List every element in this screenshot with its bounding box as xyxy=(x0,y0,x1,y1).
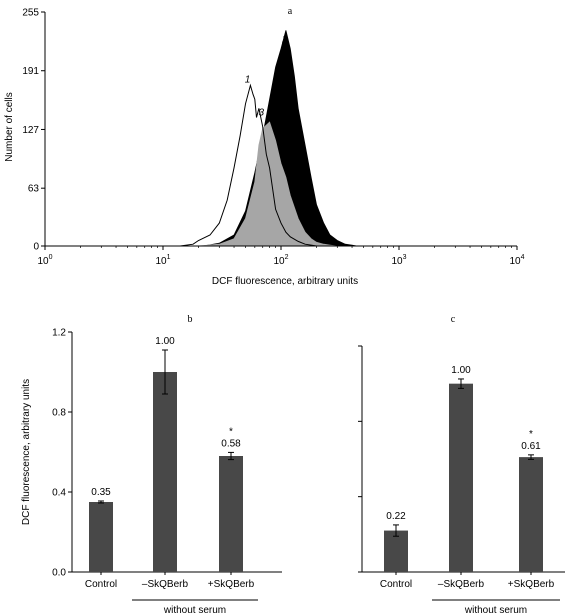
panel-b-ytick-label: 0.8 xyxy=(52,408,66,419)
panel-a-ytick-label: 191 xyxy=(22,66,39,77)
panel-a-ytick-label: 63 xyxy=(28,184,40,195)
xtick-base: 10 xyxy=(273,256,285,267)
category-label-c-1: –SkQBerb xyxy=(438,579,485,590)
xtick-exponent: 1 xyxy=(167,254,171,261)
panel-a-title: a xyxy=(288,6,293,17)
category-label-b-2: +SkQBerb xyxy=(208,579,255,590)
significance-marker-b-2: * xyxy=(229,426,233,437)
panel-b-title: b xyxy=(188,314,193,325)
xtick-exponent: 4 xyxy=(521,254,525,261)
xtick-base: 10 xyxy=(391,256,403,267)
panel-a-xtick-label: 103 xyxy=(391,254,406,267)
panel-a-xtick-label: 101 xyxy=(155,254,170,267)
data-label-b-0: 0.35 xyxy=(91,487,111,498)
category-label-b-0: Control xyxy=(85,579,117,590)
histogram-series-1 xyxy=(180,83,317,247)
panel-a-xtick-label: 100 xyxy=(37,254,52,267)
data-label-c-0: 0.22 xyxy=(386,511,406,522)
bar-b-0 xyxy=(89,502,113,572)
panel-b-ytick-label: 0.4 xyxy=(52,488,66,499)
xtick-exponent: 3 xyxy=(403,254,407,261)
category-label-b-1: –SkQBerb xyxy=(142,579,189,590)
curve-label-1: 1 xyxy=(245,75,251,86)
curve-label-3: 3 xyxy=(258,108,264,119)
data-label-b-1: 1.00 xyxy=(155,336,175,347)
panel-c-title: c xyxy=(451,314,456,325)
bar-panel-b: b DCF fluorescence, arbitrary units 0.0 0… xyxy=(21,314,282,616)
bar-c-1 xyxy=(449,383,473,572)
panel-a-ytick-label: 0 xyxy=(33,242,39,253)
bar-c-0 xyxy=(384,530,408,572)
panel-b-ytick-label: 1.2 xyxy=(52,328,66,339)
panel-a-ylabel: Number of cells xyxy=(4,92,15,161)
xtick-base: 10 xyxy=(155,256,167,267)
category-label-c-0: Control xyxy=(380,579,412,590)
data-label-c-1: 1.00 xyxy=(451,365,471,376)
bar-b-1 xyxy=(153,372,177,572)
bar-c-2 xyxy=(519,457,543,572)
panel-a-ytick-label: 255 xyxy=(22,8,39,19)
data-label-b-2: 0.58 xyxy=(221,438,241,449)
group-label-c: without serum xyxy=(464,605,527,616)
group-label-b: without serum xyxy=(163,605,226,616)
xtick-base: 10 xyxy=(37,256,49,267)
xtick-exponent: 2 xyxy=(285,254,289,261)
histogram-series-3 xyxy=(198,121,338,247)
panel-a-ytick-label: 127 xyxy=(22,125,39,136)
significance-marker-c-2: * xyxy=(529,429,533,440)
xtick-base: 10 xyxy=(509,256,521,267)
xtick-exponent: 0 xyxy=(49,254,53,261)
data-label-c-2: 0.61 xyxy=(521,441,541,452)
panel-a-xlabel: DCF fluorescence, arbitrary units xyxy=(212,276,358,287)
bar-b-2 xyxy=(219,456,243,572)
curve-label-2: 2 xyxy=(281,34,288,45)
category-label-c-2: +SkQBerb xyxy=(508,579,555,590)
panel-b-ylabel: DCF fluorescence, arbitrary units xyxy=(21,379,32,525)
histogram-panel-a: a Number of cells DCF fluorescence, arbi… xyxy=(4,6,525,287)
histogram-series-2 xyxy=(203,30,357,247)
bar-panel-c: c 0.22 Control 1.00 –SkQBerb 0.61* +SkQBerb wi… xyxy=(358,314,565,616)
panel-b-ytick-label: 0.0 xyxy=(52,568,66,579)
panel-a-xtick-label: 102 xyxy=(273,254,288,267)
panel-a-xtick-label: 104 xyxy=(509,254,524,267)
